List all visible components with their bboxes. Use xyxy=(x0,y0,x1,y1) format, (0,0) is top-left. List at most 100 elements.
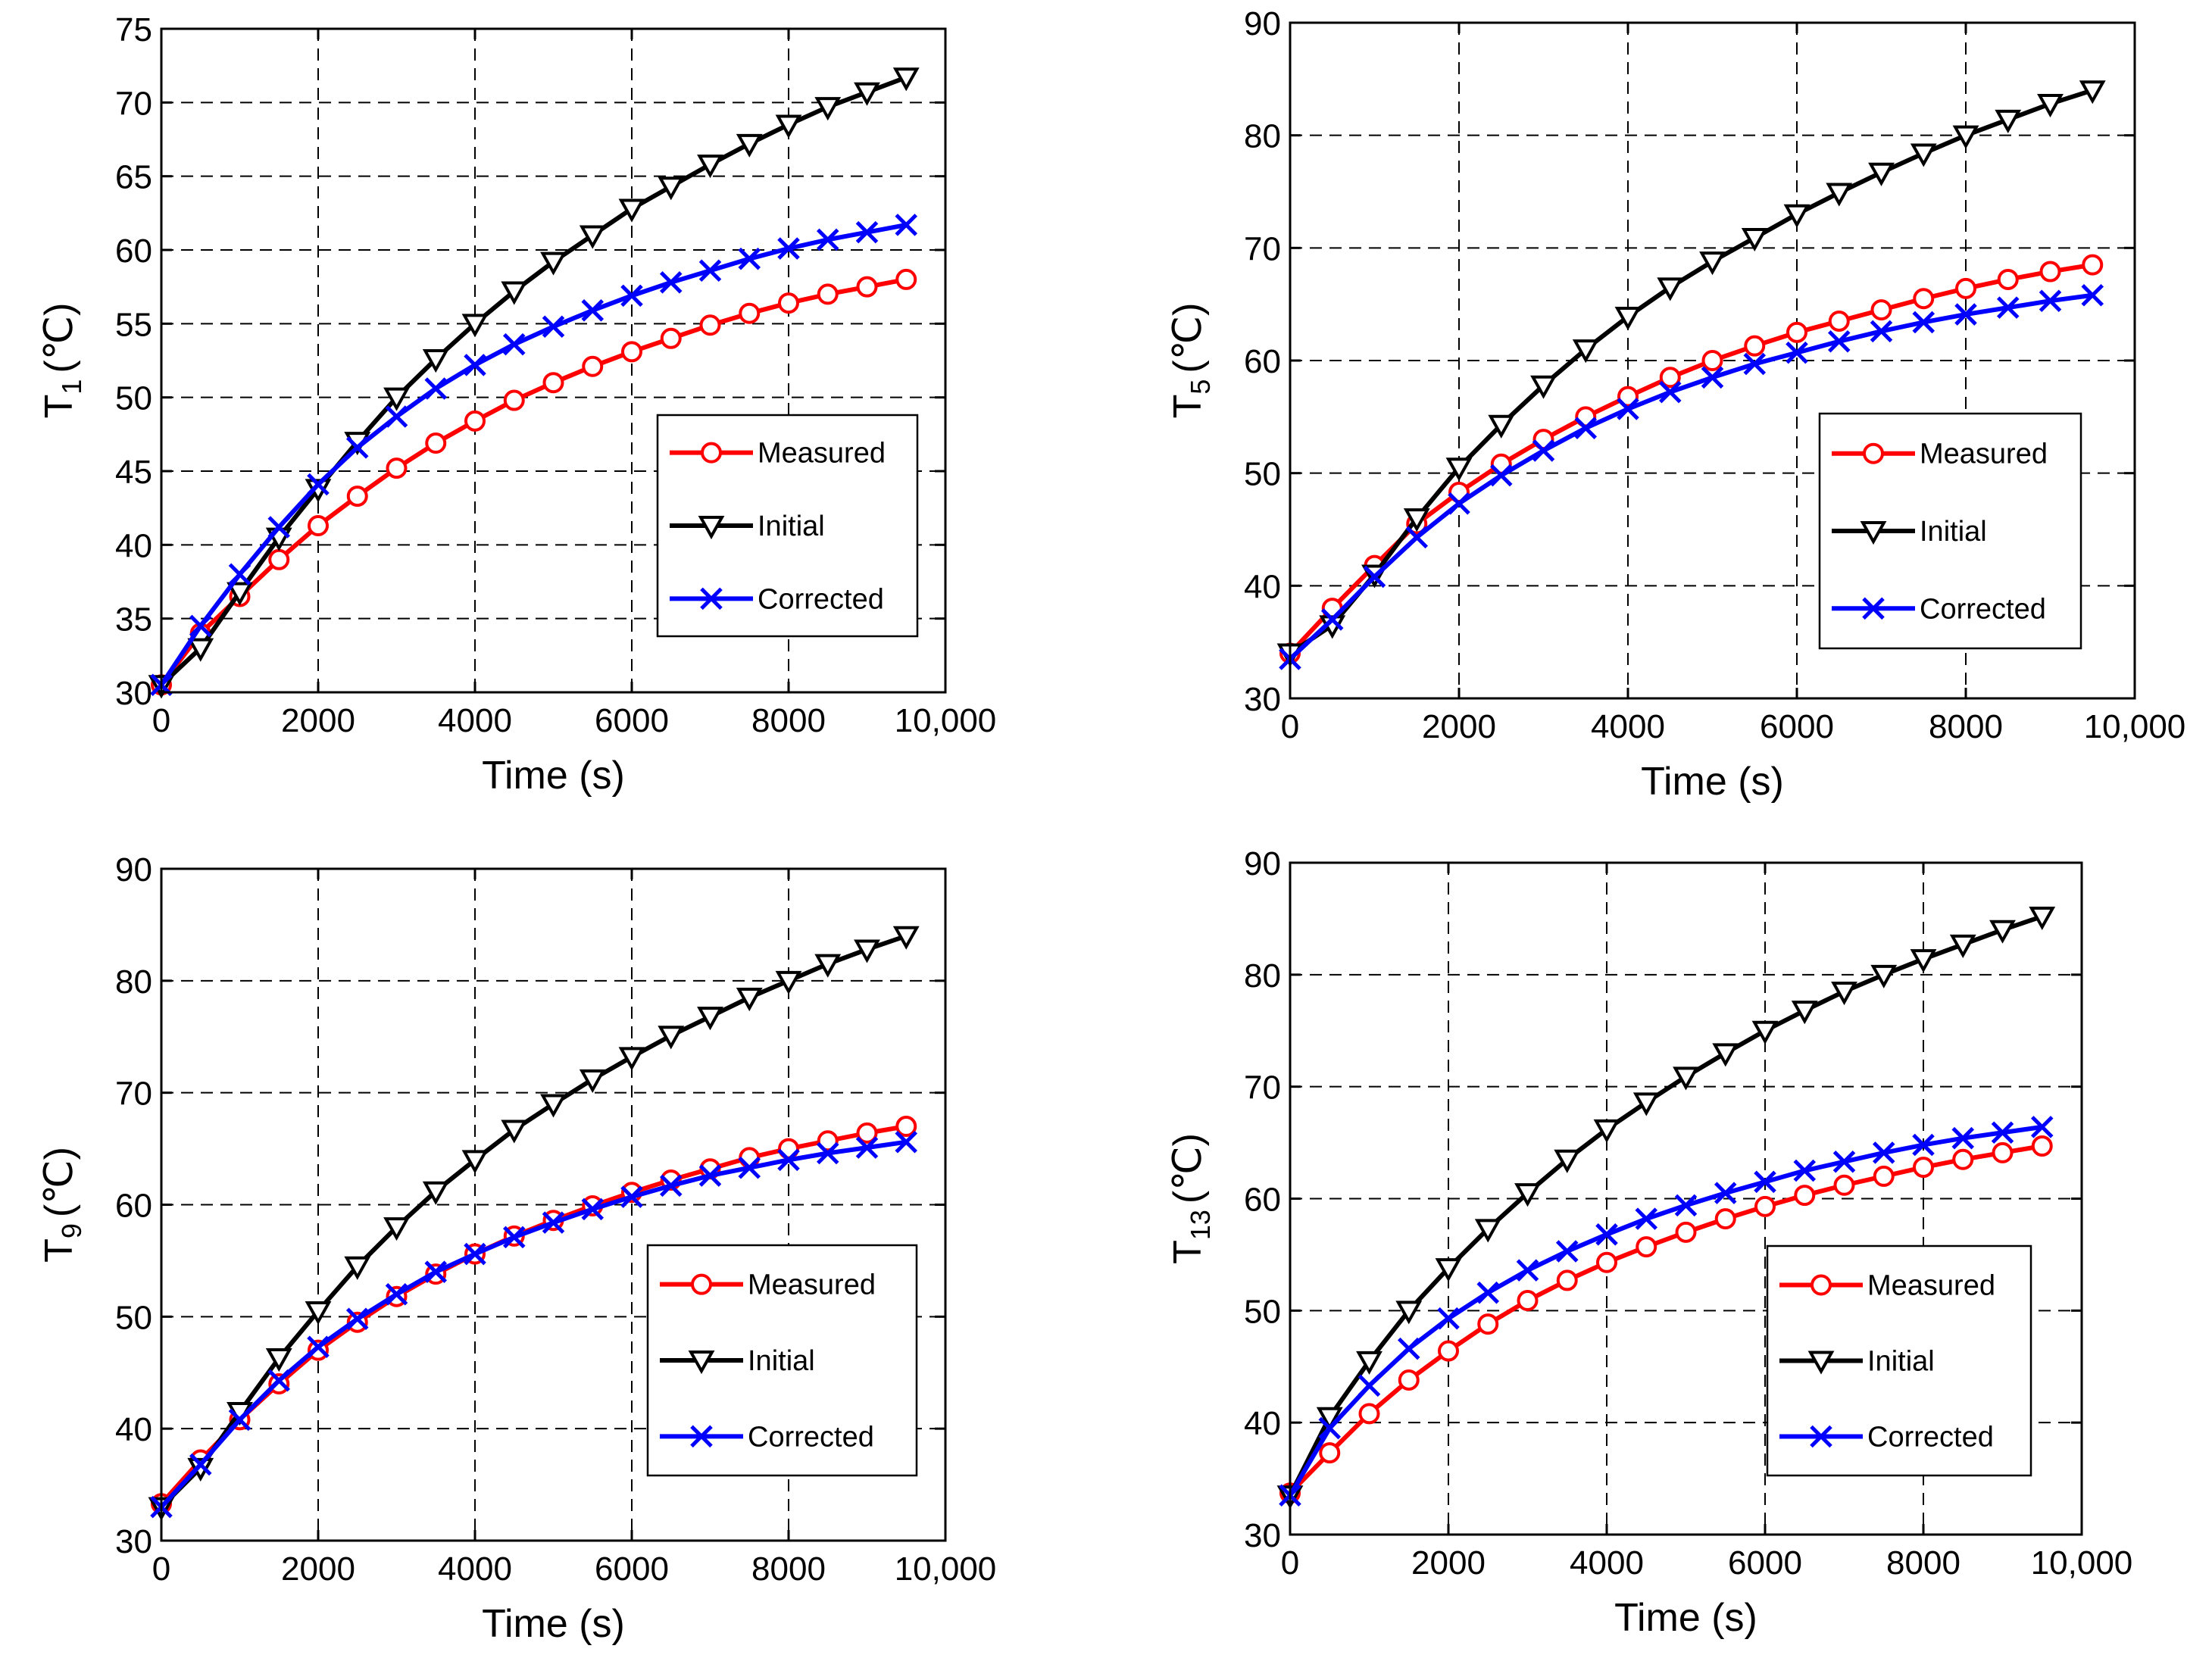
legend-marker xyxy=(688,1351,715,1375)
data-point xyxy=(422,1181,449,1205)
data-point xyxy=(1712,1043,1739,1067)
data-point xyxy=(1617,386,1639,408)
data-point xyxy=(1995,109,2022,133)
data-point xyxy=(816,228,839,251)
legend-label: Measured xyxy=(1920,439,2048,470)
data-point xyxy=(424,377,448,400)
y-label-main: T xyxy=(1166,1240,1210,1264)
data-point xyxy=(1516,1259,1539,1282)
data-point xyxy=(855,1136,879,1159)
data-point xyxy=(1673,1066,1699,1091)
y-tick-label: 90 xyxy=(1244,845,1281,882)
data-point xyxy=(1826,183,1853,207)
data-point xyxy=(501,1119,528,1144)
data-point xyxy=(1952,125,1979,149)
data-point xyxy=(461,314,489,338)
series-initial xyxy=(148,926,920,1521)
x-axis-label: Time (s) xyxy=(1641,760,1784,804)
data-point xyxy=(422,349,449,373)
data-point xyxy=(2082,254,2104,276)
data-point xyxy=(1489,464,1513,487)
legend-label: Corrected xyxy=(1920,593,2046,625)
y-label-sub: 5 xyxy=(1185,379,1216,395)
data-point xyxy=(736,988,763,1012)
legend-item-initial: Initial xyxy=(1779,1346,1935,1378)
legend-item-initial: Initial xyxy=(1832,516,1987,548)
data-point xyxy=(892,67,920,92)
x-axis-label: Time (s) xyxy=(482,754,625,798)
data-point xyxy=(345,1307,369,1331)
x-tick-label: 8000 xyxy=(751,1550,826,1588)
data-point xyxy=(579,225,606,249)
data-point xyxy=(386,457,408,479)
data-point xyxy=(1596,1251,1617,1273)
data-point xyxy=(2039,261,2061,283)
data-point xyxy=(659,271,683,294)
data-point xyxy=(1873,1165,1895,1187)
x-tick-label: 8000 xyxy=(1886,1544,1960,1582)
legend-item-corrected: Corrected xyxy=(1832,593,2046,625)
data-point xyxy=(1912,1133,1935,1157)
y-tick-label: 65 xyxy=(115,159,152,196)
data-point xyxy=(542,1211,565,1234)
y-label-unit: (℃) xyxy=(1166,1133,1210,1204)
data-point xyxy=(542,315,565,338)
data-point xyxy=(464,354,486,376)
data-point xyxy=(2039,289,2062,312)
y-tick-label: 30 xyxy=(1244,681,1281,718)
data-point xyxy=(1514,1183,1541,1207)
data-point xyxy=(1996,296,2020,319)
data-point xyxy=(660,327,682,349)
y-tick-label: 45 xyxy=(115,454,152,491)
y-tick-label: 50 xyxy=(1244,1293,1281,1330)
chart-T13: 0 2000 4000 6000 8000 10,000 30 40 50 60 70 80 90 Tim… xyxy=(1166,845,2132,1640)
data-point xyxy=(425,432,447,454)
data-point xyxy=(581,1198,605,1221)
y-tick-label: 90 xyxy=(1244,5,1281,42)
data-point xyxy=(1872,1141,1895,1164)
data-point xyxy=(777,1148,800,1172)
legend-label: Measured xyxy=(758,438,886,470)
y-tick-label: 50 xyxy=(115,1299,152,1336)
data-point xyxy=(620,1185,643,1208)
data-point xyxy=(1992,1141,2014,1163)
data-point xyxy=(385,405,408,428)
legend-item-measured: Measured xyxy=(660,1269,876,1301)
legend-label: Initial xyxy=(1867,1346,1935,1378)
data-point xyxy=(1701,350,1723,371)
data-point xyxy=(1445,457,1473,482)
x-tick-label: 4000 xyxy=(438,1550,512,1588)
y-tick-label: 40 xyxy=(115,1411,152,1448)
data-point xyxy=(895,1116,917,1138)
x-tick-label: 2000 xyxy=(1411,1544,1486,1582)
data-point xyxy=(307,1335,330,1359)
y-label-unit: (℃) xyxy=(37,303,81,373)
data-point xyxy=(1614,307,1642,331)
data-point xyxy=(1318,1416,1342,1440)
data-point xyxy=(345,436,369,459)
data-point xyxy=(1793,1159,1817,1182)
data-point xyxy=(502,1226,526,1249)
data-point xyxy=(501,281,528,305)
data-point xyxy=(698,1164,722,1187)
data-point xyxy=(1832,1150,1856,1173)
data-point xyxy=(1955,277,1976,299)
x-tick-label: 4000 xyxy=(1570,1544,1644,1582)
data-point xyxy=(895,268,917,290)
x-tick-label: 8000 xyxy=(1929,708,2003,745)
legend-marker xyxy=(1810,1425,1832,1448)
data-point xyxy=(1477,1313,1499,1335)
data-point xyxy=(1751,1020,1779,1045)
data-point xyxy=(1870,299,1892,321)
data-point xyxy=(383,387,410,411)
data-point xyxy=(503,389,525,411)
legend-item-measured: Measured xyxy=(1779,1270,1995,1302)
legend: Measured Initial Corrected xyxy=(646,1244,918,1477)
data-point xyxy=(383,1217,410,1241)
data-point xyxy=(817,283,839,305)
data-point xyxy=(814,97,842,121)
y-tick-label: 70 xyxy=(115,1076,152,1113)
data-point xyxy=(1572,339,1599,364)
data-point xyxy=(1714,1208,1736,1230)
data-point xyxy=(540,1094,567,1118)
